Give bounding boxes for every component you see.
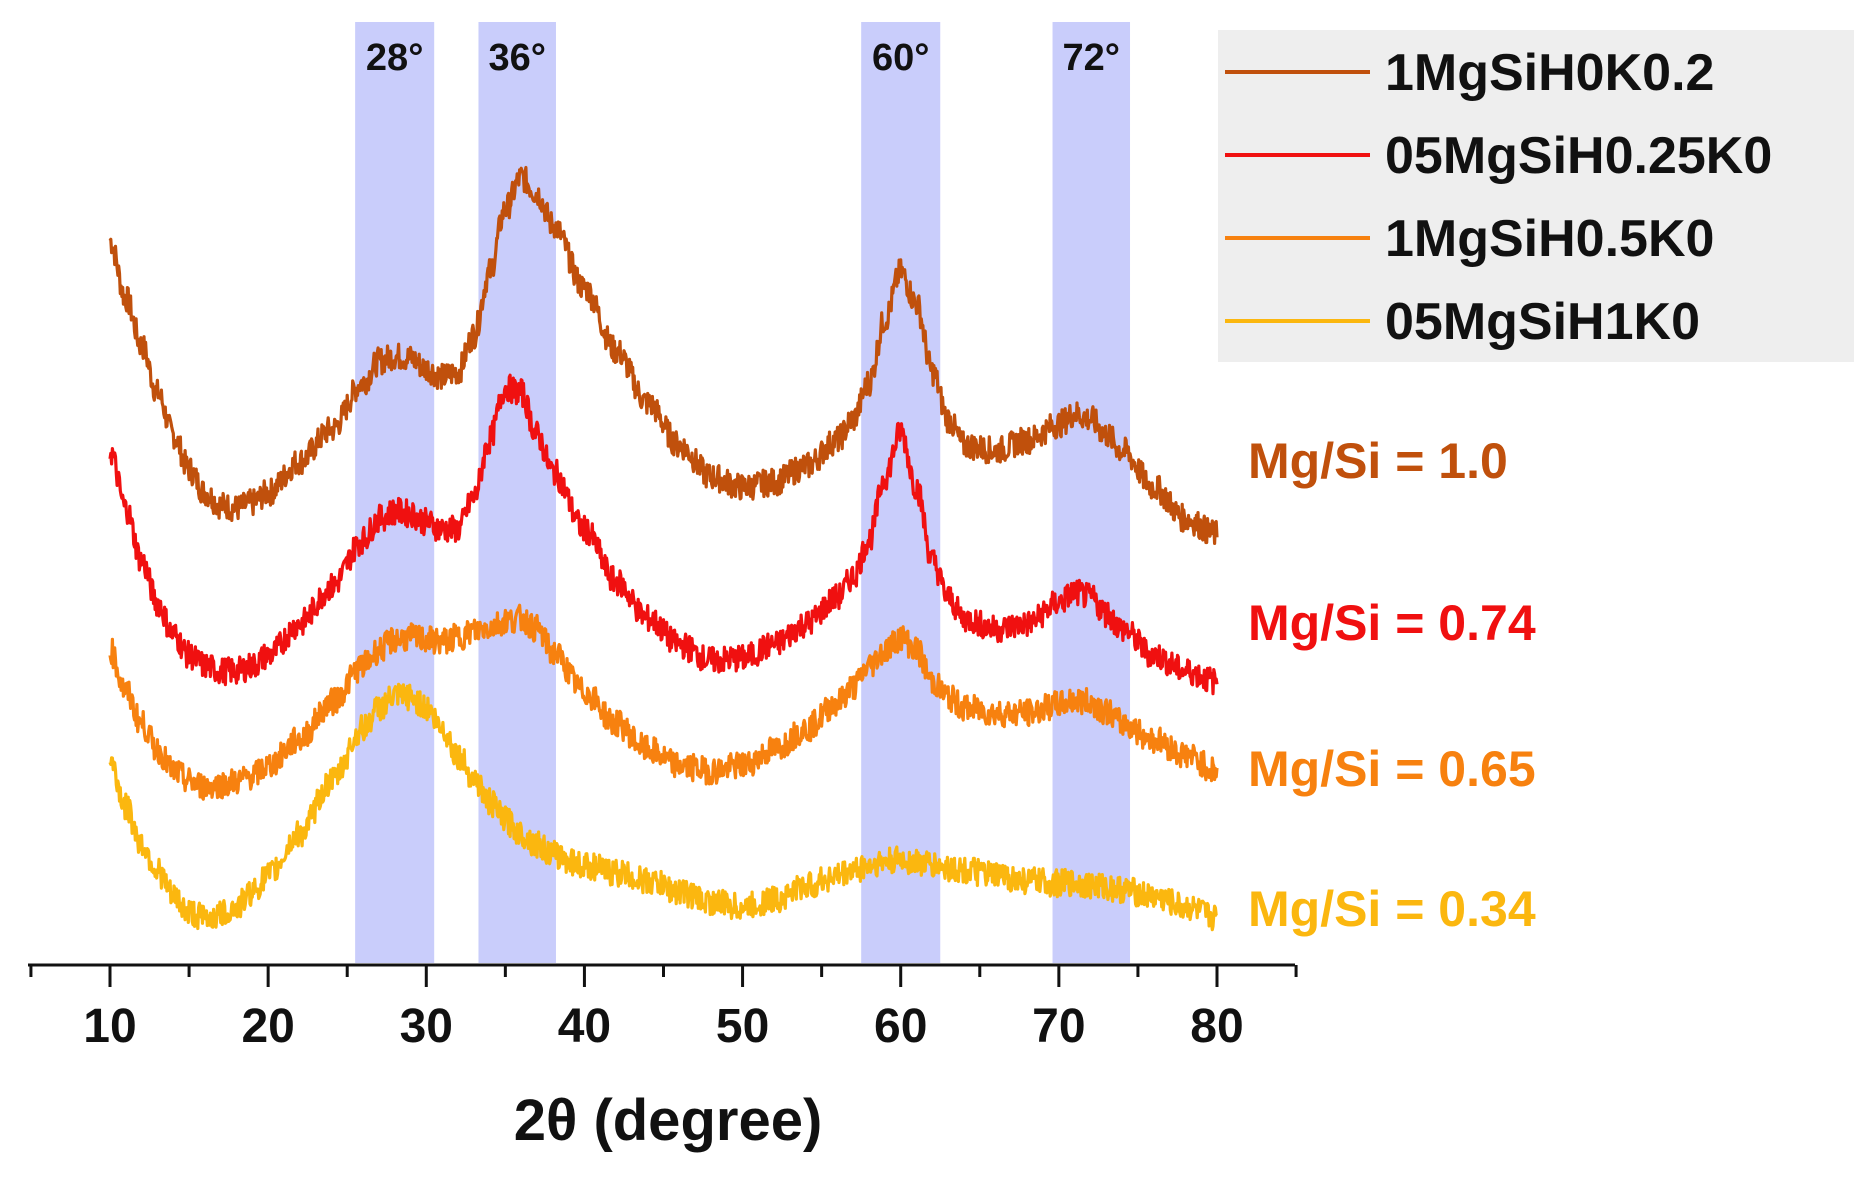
highlight-band-label-0: 28°: [366, 37, 423, 79]
x-tick-label-40: 40: [558, 1000, 611, 1053]
x-tick-label-80: 80: [1190, 1000, 1243, 1053]
series-annotation-2: Mg/Si = 0.65: [1248, 741, 1536, 797]
legend-label-2: 1MgSiH0.5K0: [1385, 210, 1714, 268]
legend-items: 1MgSiH0K0.2 05MgSiH0.25K0 1MgSiH0.5K0 05MgS…: [1225, 44, 1772, 351]
highlight-band-label-1: 36°: [488, 37, 545, 79]
highlight-band-label-2: 60°: [872, 37, 929, 79]
legend-box: [1218, 30, 1854, 362]
series-annotation-0: Mg/Si = 1.0: [1248, 433, 1508, 489]
highlight-band-label-3: 72°: [1063, 37, 1120, 79]
x-tick-label-50: 50: [716, 1000, 769, 1053]
series-line-2: [108, 603, 1219, 801]
highlight-band-1: [478, 22, 556, 963]
highlight-band-labels: 28° 36° 60° 72°: [366, 37, 1120, 79]
series-lines: [108, 165, 1219, 932]
legend-label-3: 05MgSiH1K0: [1385, 293, 1700, 351]
x-axis-tick-labels: 10 20 30 40 50 60 70 80: [83, 1000, 1243, 1053]
x-axis-label: 2θ (degree): [514, 1088, 823, 1153]
series-line-1: [108, 373, 1219, 696]
x-axis-ticks: [29, 965, 1298, 987]
x-tick-label-70: 70: [1032, 1000, 1085, 1053]
series-line-0: [108, 165, 1219, 545]
highlight-band-0: [355, 22, 435, 963]
highlight-band-2: [861, 22, 941, 963]
legend-label-0: 1MgSiH0K0.2: [1385, 44, 1714, 102]
series-annotations: Mg/Si = 1.0 Mg/Si = 0.74 Mg/Si = 0.65 Mg/Si…: [1248, 433, 1536, 937]
legend: 1MgSiH0K0.2 05MgSiH0.25K0 1MgSiH0.5K0 05MgS…: [1218, 30, 1854, 362]
series-annotation-1: Mg/Si = 0.74: [1248, 595, 1536, 651]
series-line-3: [108, 682, 1218, 932]
x-tick-label-30: 30: [400, 1000, 453, 1053]
highlight-band-3: [1052, 22, 1131, 963]
highlight-bands: [355, 22, 1131, 963]
series-annotation-3: Mg/Si = 0.34: [1248, 881, 1536, 937]
x-tick-label-20: 20: [241, 1000, 294, 1053]
x-tick-label-10: 10: [83, 1000, 136, 1053]
x-tick-label-60: 60: [874, 1000, 927, 1053]
legend-label-1: 05MgSiH0.25K0: [1385, 127, 1772, 185]
